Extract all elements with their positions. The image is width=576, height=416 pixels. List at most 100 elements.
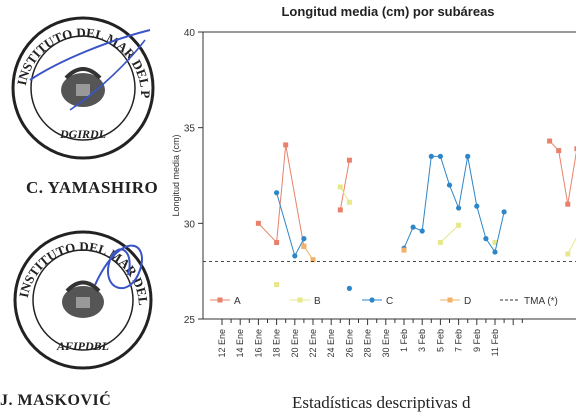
signature-stroke	[29, 29, 151, 81]
y-tick-label: 25	[184, 315, 196, 326]
stamp-top-bottom-text: DGIRDL	[59, 127, 106, 141]
series-B-point	[437, 239, 443, 245]
legend-swatch-marker	[447, 297, 453, 303]
signature-name-top: C. YAMASHIRO	[26, 178, 159, 197]
legend-label: C	[386, 296, 393, 307]
y-axis-label: Longitud media (cm)	[171, 134, 181, 216]
series-A-point	[346, 157, 352, 163]
series-B-point	[346, 199, 352, 205]
series-C-segment	[294, 238, 305, 257]
legend-swatch-marker	[297, 297, 303, 303]
series-D-point	[301, 243, 307, 249]
coat-of-arms-icon	[62, 280, 104, 318]
series-A-point	[283, 142, 289, 148]
series-C-segment	[439, 156, 450, 186]
series-A-segment	[339, 160, 350, 211]
series-D-point	[310, 257, 316, 263]
series-A-point	[337, 207, 343, 213]
series-A-segment	[558, 150, 569, 205]
x-tick-label: 9 Feb	[472, 329, 482, 352]
series-B-point	[565, 251, 571, 257]
legend-label: TMA (*)	[524, 296, 558, 307]
stamp-bottom-bottom-text: AFIPDBL	[56, 339, 109, 353]
series-C-segment	[476, 205, 487, 239]
legend-label: D	[464, 296, 471, 307]
stamps-area: INSTITUTO DEL MAR DEL PERU DGIRDL INSTIT…	[0, 0, 155, 370]
series-C-point	[301, 236, 307, 242]
y-tick-label: 40	[184, 28, 196, 39]
series-A-point	[565, 201, 571, 207]
legend-label: B	[314, 296, 321, 307]
series-B-segment	[440, 224, 459, 243]
series-B-point	[337, 184, 343, 190]
series-A-segment	[258, 222, 277, 243]
body-text-fragment: Estadísticas descriptivas d	[292, 393, 471, 412]
x-tick-label: 11 Feb	[490, 329, 500, 356]
coat-of-arms-icon	[61, 67, 105, 107]
series-B-point	[492, 239, 498, 245]
series-B-segment	[339, 186, 350, 203]
series-C-point	[419, 228, 425, 234]
chart-legend: A B C D TMA (*)	[210, 296, 558, 307]
legend-swatch-marker	[369, 297, 375, 303]
series-C-point	[346, 285, 352, 291]
series-C-point	[474, 203, 480, 209]
x-tick-label: 5 Feb	[435, 329, 445, 352]
y-tick-label: 35	[184, 124, 196, 135]
legend-swatch-marker	[217, 297, 223, 303]
series-C-segment	[403, 226, 414, 249]
series-C-point	[274, 190, 280, 196]
series-A-point	[574, 146, 576, 152]
series-C-point	[501, 209, 507, 215]
x-tick-label: 20 Ene	[290, 329, 300, 358]
series-C-segment	[467, 156, 478, 207]
series-A-point	[274, 239, 280, 245]
signature-stroke	[69, 39, 146, 111]
signature-name-bottom: J. MASKOVIĆ	[0, 392, 112, 409]
series-A-point	[255, 220, 261, 226]
chart-marks	[203, 138, 576, 291]
series-B-point	[274, 282, 280, 288]
x-tick-label: 14 Ene	[235, 329, 245, 358]
series-C-point	[492, 249, 498, 255]
x-tick-label: 18 Ene	[272, 329, 282, 358]
x-tick-label: 24 Ene	[326, 329, 336, 358]
x-tick-label: 7 Feb	[454, 329, 464, 352]
chart-axes: 25 30 35 40 Longitud media (cm) 12 Ene 14 Ene 1…	[171, 28, 576, 358]
series-A-point	[547, 138, 553, 144]
series-A-segment	[567, 151, 576, 205]
series-C-segment	[485, 238, 496, 253]
series-C-segment	[421, 156, 432, 232]
x-tick-label: 30 Ene	[381, 329, 391, 358]
series-A-segment	[276, 144, 287, 243]
series-C-segment	[494, 211, 505, 253]
x-tick-label: 26 Ene	[344, 329, 354, 358]
series-C-point	[437, 153, 443, 159]
x-tick-label: 3 Feb	[417, 329, 427, 352]
x-tick-label: 16 Ene	[253, 329, 263, 358]
series-D-point	[401, 247, 407, 253]
x-tick-label: 12 Ene	[217, 329, 227, 358]
signature-stroke	[94, 244, 143, 290]
series-C-point	[465, 153, 471, 159]
series-C-segment	[458, 156, 469, 209]
series-C-segment	[276, 192, 296, 256]
chart-title: Longitud media (cm) por subáreas	[281, 4, 495, 19]
series-A-point	[556, 148, 562, 154]
series-C-point	[292, 253, 298, 259]
x-tick-label: 28 Ene	[363, 329, 373, 358]
y-tick-label: 30	[184, 219, 196, 230]
series-C-point	[410, 224, 416, 230]
series-A-segment	[285, 144, 305, 247]
series-B-point	[456, 222, 462, 228]
legend-label: A	[234, 296, 241, 307]
stamp-top: INSTITUTO DEL MAR DEL PERU DGIRDL	[0, 0, 155, 160]
series-C-point	[428, 153, 434, 159]
chart: 25 30 35 40 Longitud media (cm) 12 Ene 14 Ene 1…	[171, 28, 576, 358]
series-B-segment	[567, 237, 576, 255]
series-C-point	[446, 182, 453, 188]
x-tick-label: 1 Feb	[399, 329, 409, 352]
x-tick-label: 22 Ene	[308, 329, 318, 358]
series-C-point	[456, 205, 462, 211]
series-C-point	[483, 236, 489, 242]
